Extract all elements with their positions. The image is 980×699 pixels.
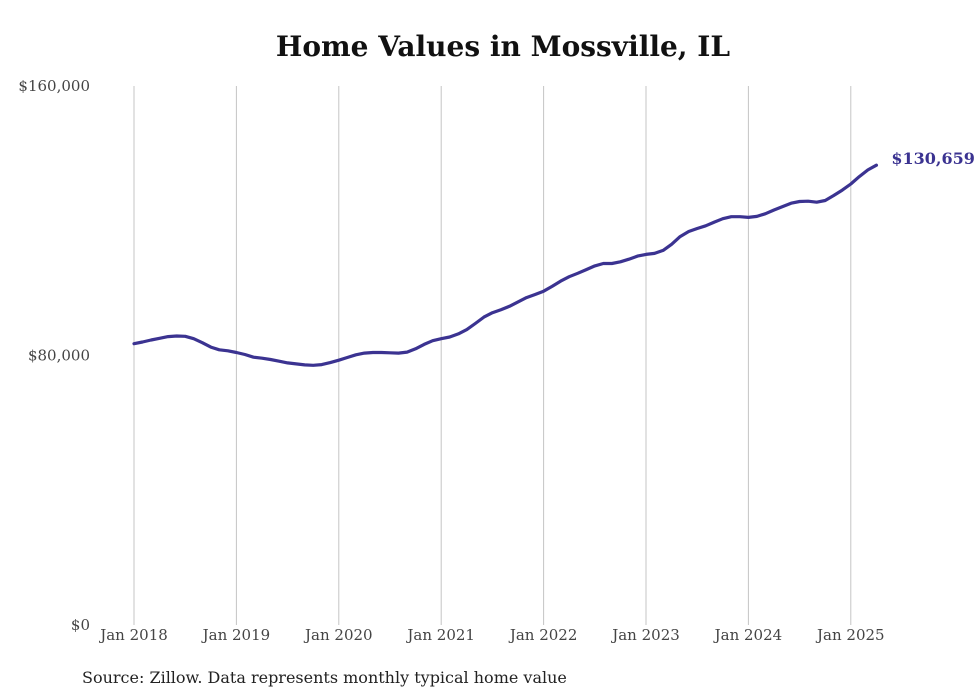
grid-lines <box>133 86 852 625</box>
source-note: Source: Zillow. Data represents monthly … <box>82 668 567 687</box>
home-value-line <box>132 163 878 367</box>
x-tick-label: Jan 2021 <box>405 626 475 644</box>
latest-value-label: $130,659 <box>891 149 975 168</box>
y-tick-label: $0 <box>71 616 90 634</box>
x-axis-ticks: Jan 2018 Jan 2019 Jan 2020 Jan 2021 Jan 2022… <box>98 626 884 644</box>
x-tick-label: Jan 2020 <box>303 626 373 644</box>
y-axis-ticks: $160,000 $80,000 $0 <box>18 77 90 634</box>
x-tick-label: Jan 2022 <box>508 626 578 644</box>
y-tick-label: $160,000 <box>18 77 90 95</box>
chart-title: Home Values in Mossville, IL <box>275 30 731 63</box>
x-tick-label: Jan 2024 <box>713 626 783 644</box>
x-tick-label: Jan 2019 <box>201 626 271 644</box>
x-tick-label: Jan 2023 <box>610 626 680 644</box>
y-tick-label: $80,000 <box>28 347 90 365</box>
x-tick-label: Jan 2025 <box>815 626 885 644</box>
x-tick-label: Jan 2018 <box>98 626 168 644</box>
